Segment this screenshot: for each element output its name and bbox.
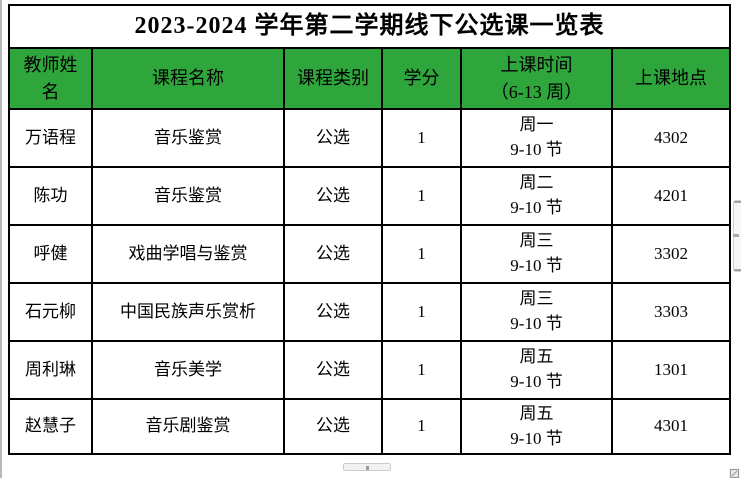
column-header-course[interactable]: 课程名称 xyxy=(91,47,285,110)
cell-credit[interactable]: 1 xyxy=(381,224,462,284)
cell-location[interactable]: 1301 xyxy=(610,340,732,400)
column-header-time[interactable]: 上课时间 （6-13 周） xyxy=(460,47,613,110)
cell-time[interactable]: 周三 9-10 节 xyxy=(460,282,613,342)
cell-teacher[interactable]: 石元柳 xyxy=(8,282,93,342)
cell-category[interactable]: 公选 xyxy=(283,282,383,342)
cell-category[interactable]: 公选 xyxy=(283,398,383,455)
cell-course[interactable]: 中国民族声乐赏析 xyxy=(91,282,285,342)
page-title[interactable]: 2023-2024 学年第二学期线下公选课一览表 xyxy=(7,4,732,49)
cell-category[interactable]: 公选 xyxy=(283,224,383,284)
cell-credit[interactable]: 1 xyxy=(381,398,462,455)
cell-location[interactable]: 3303 xyxy=(610,282,732,342)
cell-category[interactable]: 公选 xyxy=(283,108,383,168)
scrollbar-cap xyxy=(734,201,741,203)
table-header-row: 教师姓 名 课程名称 课程类别 学分 上课时间 （6-13 周） 上课地点 xyxy=(8,47,732,110)
cell-location[interactable]: 4201 xyxy=(610,166,732,226)
cell-course[interactable]: 音乐鉴赏 xyxy=(91,166,285,226)
cell-location[interactable]: 3302 xyxy=(610,224,732,284)
table-resize-handle-icon[interactable] xyxy=(729,466,740,478)
column-header-category[interactable]: 课程类别 xyxy=(283,47,383,110)
cell-teacher[interactable]: 呼健 xyxy=(8,224,93,284)
cell-teacher[interactable]: 周利琳 xyxy=(8,340,93,400)
cell-teacher[interactable]: 赵慧子 xyxy=(8,398,93,455)
course-list-table: 2023-2024 学年第二学期线下公选课一览表 教师姓 名 课程名称 课程类别… xyxy=(7,4,732,455)
cell-credit[interactable]: 1 xyxy=(381,340,462,400)
cell-location[interactable]: 4301 xyxy=(610,398,732,455)
cell-location[interactable]: 4302 xyxy=(610,108,732,168)
vertical-scrollbar-thumb[interactable] xyxy=(733,200,741,272)
cell-time[interactable]: 周五 9-10 节 xyxy=(460,398,613,455)
cell-time[interactable]: 周二 9-10 节 xyxy=(460,166,613,226)
cell-category[interactable]: 公选 xyxy=(283,340,383,400)
column-header-teacher[interactable]: 教师姓 名 xyxy=(8,47,93,110)
column-header-location[interactable]: 上课地点 xyxy=(610,47,732,110)
cell-course[interactable]: 音乐鉴赏 xyxy=(91,108,285,168)
cell-credit[interactable]: 1 xyxy=(381,282,462,342)
table-row: 赵慧子 音乐剧鉴赏 公选 1 周五 9-10 节 4301 xyxy=(8,398,732,455)
cell-credit[interactable]: 1 xyxy=(381,166,462,226)
table-title-row: 2023-2024 学年第二学期线下公选课一览表 xyxy=(7,4,732,49)
cell-time[interactable]: 周五 9-10 节 xyxy=(460,340,613,400)
cell-teacher[interactable]: 万语程 xyxy=(8,108,93,168)
cell-category[interactable]: 公选 xyxy=(283,166,383,226)
cell-course[interactable]: 音乐美学 xyxy=(91,340,285,400)
table-row: 陈功 音乐鉴赏 公选 1 周二 9-10 节 4201 xyxy=(8,166,732,226)
scrollbar-grip-icon xyxy=(366,466,369,470)
scrollbar-cap xyxy=(734,269,741,271)
cell-time[interactable]: 周三 9-10 节 xyxy=(460,224,613,284)
cell-course[interactable]: 戏曲学唱与鉴赏 xyxy=(91,224,285,284)
table-row: 石元柳 中国民族声乐赏析 公选 1 周三 9-10 节 3303 xyxy=(8,282,732,342)
horizontal-scrollbar-thumb[interactable] xyxy=(343,463,391,471)
cell-teacher[interactable]: 陈功 xyxy=(8,166,93,226)
column-header-credit[interactable]: 学分 xyxy=(381,47,462,110)
table-row: 周利琳 音乐美学 公选 1 周五 9-10 节 1301 xyxy=(8,340,732,400)
cell-time[interactable]: 周一 9-10 节 xyxy=(460,108,613,168)
scrollbar-grip-icon xyxy=(733,234,739,237)
table-row: 呼健 戏曲学唱与鉴赏 公选 1 周三 9-10 节 3302 xyxy=(8,224,732,284)
cell-course[interactable]: 音乐剧鉴赏 xyxy=(91,398,285,455)
cell-credit[interactable]: 1 xyxy=(381,108,462,168)
table-row: 万语程 音乐鉴赏 公选 1 周一 9-10 节 4302 xyxy=(8,108,732,168)
window-edge-divider xyxy=(0,0,2,478)
